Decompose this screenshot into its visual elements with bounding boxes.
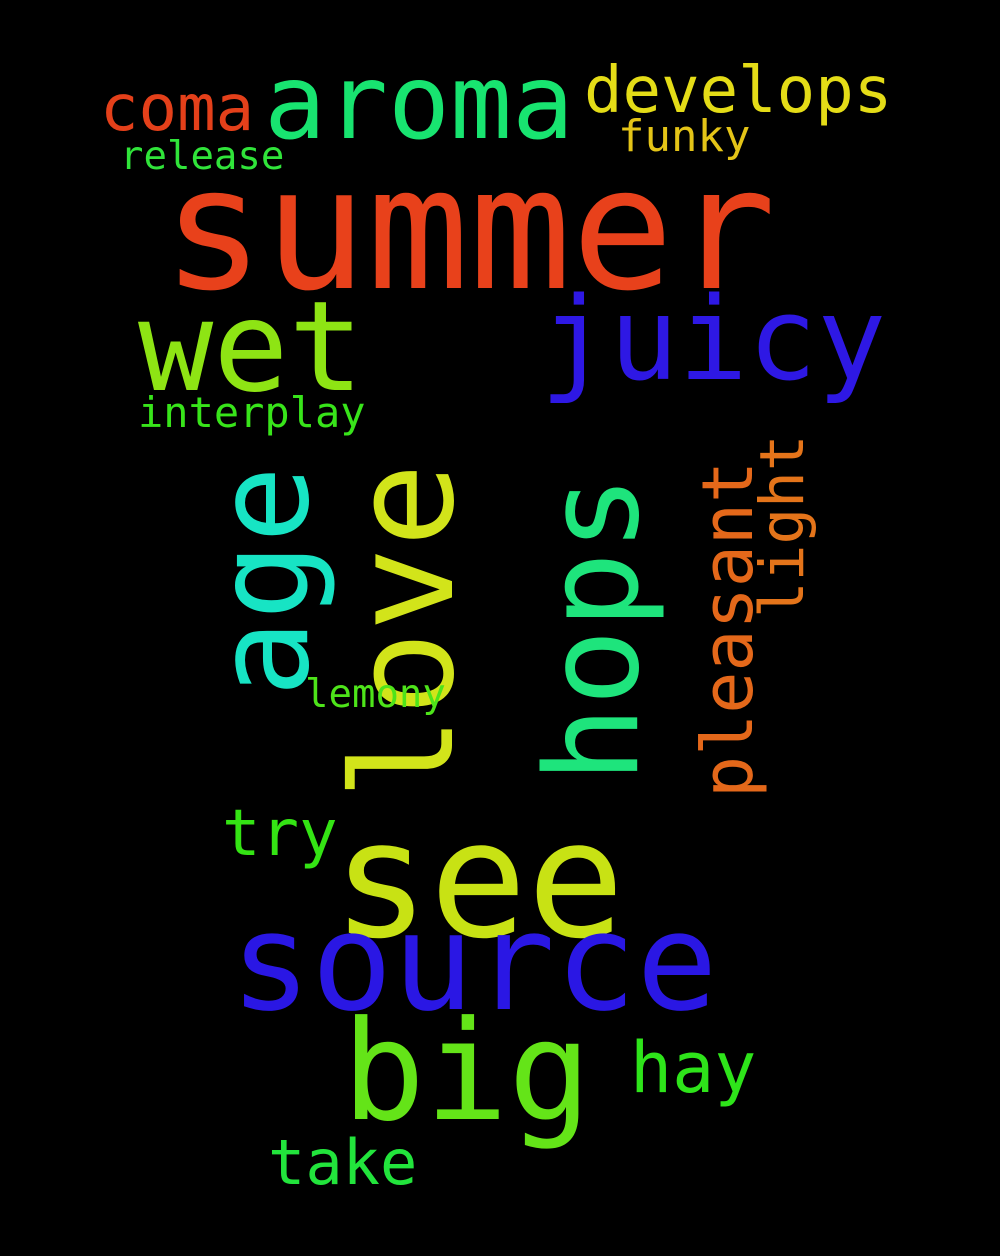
word-light: light — [747, 434, 818, 618]
word-take: take — [268, 1126, 418, 1199]
word-age: age — [189, 465, 338, 697]
word-coma: coma — [100, 72, 255, 146]
word-juicy: juicy — [540, 273, 887, 407]
word-big: big — [342, 991, 592, 1152]
word-wet: wet — [138, 275, 364, 420]
word-see: see — [332, 787, 625, 975]
word-develops: develops — [584, 54, 893, 128]
word-lemony: lemony — [305, 672, 446, 717]
word-aroma: aroma — [264, 43, 575, 163]
word-source: source — [230, 884, 718, 1041]
word-love: love — [323, 462, 486, 800]
word-hay: hay — [630, 1027, 757, 1109]
word-summer: summer — [162, 131, 777, 329]
word-hops: hops — [519, 474, 668, 783]
word-try: try — [222, 797, 338, 871]
word-funky: funky — [618, 111, 751, 162]
word-release: release — [120, 134, 285, 179]
word-interplay: interplay — [138, 388, 366, 437]
